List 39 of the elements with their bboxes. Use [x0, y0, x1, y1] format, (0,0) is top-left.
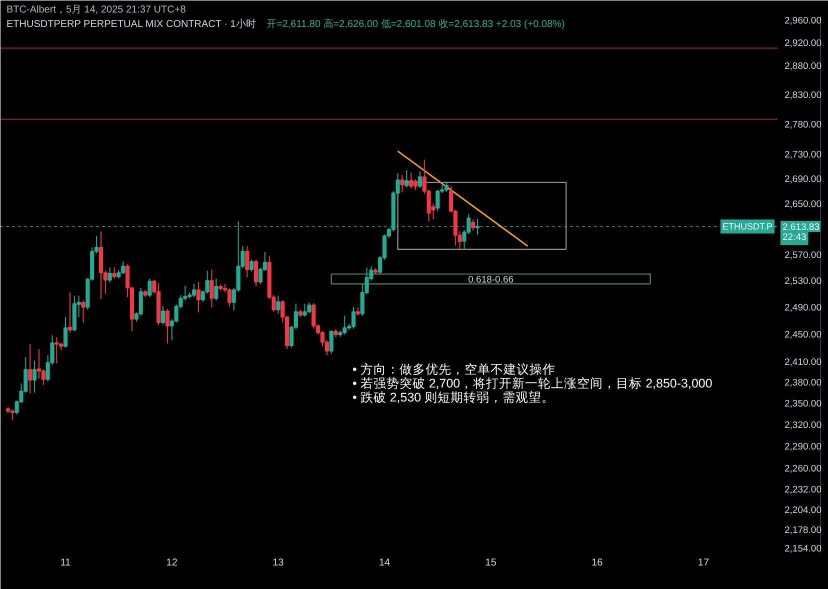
annotation: • 跌破 2,530 则短期转弱，需观望。: [352, 390, 555, 404]
series-label: 0.618-0.66: [468, 274, 514, 286]
ref-line-label: ETHUSDT.P: [722, 221, 773, 232]
y-tick-label: 2,450.00: [784, 329, 822, 340]
y-tick-label: 2,178.00: [784, 524, 822, 536]
y-tick-label: 2,960.00: [784, 15, 822, 26]
y-tick-label: 2,690.00: [784, 174, 822, 186]
y-tick-label: 2,880.00: [784, 60, 822, 72]
y-tick-label: 2,780.00: [784, 120, 822, 131]
y-tick-label: 2,320.00: [784, 420, 822, 432]
x-tick-label: 13: [272, 558, 284, 568]
y-tick-label: 2,380.00: [784, 378, 822, 389]
y-tick-label: 2,204.00: [784, 505, 822, 516]
x-tick-label: 14: [378, 558, 391, 568]
annotation: • 若强势突破 2,700，将打开新一轮上涨空间，目标 2,850-3,000: [352, 376, 712, 390]
y-tick-label: 2,830.00: [784, 90, 822, 101]
y-tick-label: 2,290.00: [784, 442, 822, 453]
chart-title: ETHUSDTPERP PERPETUAL MIX CONTRACT · 1小时: [6, 18, 256, 30]
chart-subtitle: 开=2,611.80 高=2,626.00 低=2,601.08 收=2,613.83 +2.03 (+0.08%): [266, 18, 565, 30]
y-tick-label: 2,530.00: [784, 276, 822, 288]
y-tick-label: 2,730.00: [784, 150, 822, 161]
y-tick-label: 2,570.00: [784, 250, 822, 262]
annotation: 22:43: [782, 232, 806, 243]
text: BTC-Albert，5月 14, 2025 21:37 UTC+8: [6, 4, 186, 16]
y-tick-label: 2,154.00: [784, 543, 822, 554]
x-tick-label: 16: [592, 558, 604, 568]
x-tick-label: 11: [60, 558, 72, 568]
annotation: 2,613.83: [782, 222, 820, 233]
y-tick-label: 2,920.00: [784, 38, 822, 49]
y-tick-label: 2,650.00: [784, 199, 822, 210]
annotation: • 方向：做多优先，空单不建议操作: [352, 362, 556, 376]
y-tick-label: 2,410.00: [784, 356, 822, 368]
y-tick-label: 2,350.00: [784, 398, 822, 410]
x-tick-label: 15: [485, 558, 497, 568]
y-tick-label: 2,232.00: [784, 484, 822, 496]
x-tick-label: 17: [698, 558, 710, 568]
x-tick-label: 12: [166, 558, 178, 568]
y-tick-label: 2,490.00: [784, 302, 822, 314]
y-tick-label: 2,260.00: [784, 464, 822, 475]
